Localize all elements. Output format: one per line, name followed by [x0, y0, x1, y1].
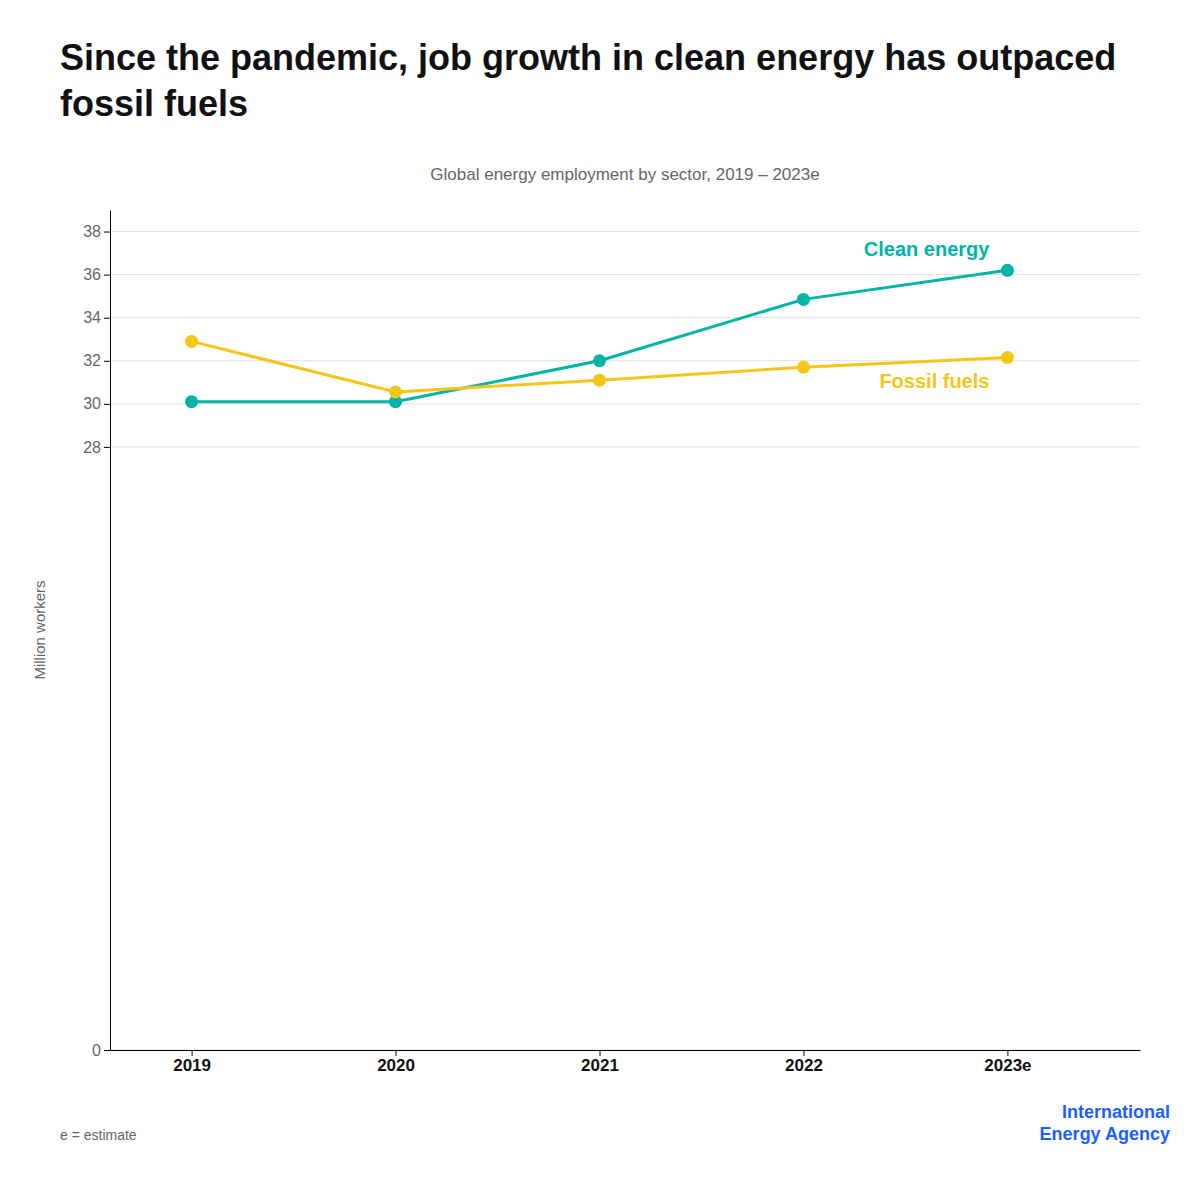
- y-axis: 0 28 30 32 34 36 38: [83, 211, 110, 1059]
- source-label: InternationalEnergy Agency: [1040, 1102, 1170, 1144]
- x-tick: 2019: [173, 1050, 211, 1075]
- y-axis-title: Million workers: [31, 580, 48, 679]
- x-tick-label: 2020: [377, 1056, 415, 1075]
- series-line: [192, 270, 1008, 401]
- y-tick-mark: [104, 447, 110, 448]
- x-tick: 2021: [581, 1050, 619, 1075]
- title-line: fossil fuels: [60, 83, 248, 124]
- background: [0, 0, 1200, 1200]
- x-tick: 2023e: [984, 1050, 1031, 1075]
- note: e = estimate: [60, 1127, 137, 1143]
- grid: [110, 232, 1140, 1050]
- title: Since the pandemic, job growth in clean …: [60, 37, 1126, 124]
- annotation-line: e = estimate: [60, 1127, 137, 1143]
- y-tick-mark: [104, 404, 110, 405]
- y-tick-label: 34: [83, 309, 101, 326]
- x-axis: 2019 2020 2021 2022 2023e: [111, 1050, 1141, 1075]
- y-tick: 30: [83, 395, 110, 412]
- y-tick-label: 0: [92, 1042, 101, 1059]
- point: [1001, 351, 1014, 364]
- chart-svg: Since the pandemic, job growth in clean …: [0, 0, 1200, 1200]
- y-tick-mark: [104, 275, 110, 276]
- series-label: Clean energy: [864, 238, 990, 260]
- x-axis-line: [111, 1050, 1141, 1051]
- y-tick-label: 30: [83, 395, 101, 412]
- grid-line: [110, 446, 1140, 447]
- plot-area: 2019 2020 2021 2022 2023e 0 28 30 32 34 36 38 Clean …: [83, 211, 1140, 1076]
- series-labels: Clean energy Fossil fuels: [864, 238, 990, 391]
- grid-line: [110, 1050, 1140, 1051]
- y-tick: 28: [83, 439, 110, 456]
- y-tick-mark: [104, 318, 110, 319]
- marker-group: [185, 264, 1014, 408]
- x-tick-label: 2019: [173, 1056, 211, 1075]
- point: [389, 386, 402, 399]
- title-line: Since the pandemic, job growth in clean …: [60, 37, 1126, 78]
- y-tick-label: 32: [83, 352, 101, 369]
- marker-group: [185, 335, 1014, 399]
- grid-line: [110, 231, 1140, 232]
- subtitle: Global energy employment by sector, 2019…: [430, 165, 819, 184]
- y-tick-mark: [104, 232, 110, 233]
- point: [593, 374, 606, 387]
- annotation-line: International: [1062, 1102, 1170, 1122]
- y-tick-label: 28: [83, 439, 101, 456]
- grid-line: [110, 317, 1140, 318]
- x-tick-label: 2023e: [984, 1056, 1031, 1075]
- annotation-line: Energy Agency: [1040, 1124, 1170, 1144]
- y-tick: 36: [83, 266, 110, 283]
- y-tick: 0: [92, 1042, 110, 1059]
- x-tick-label: 2021: [581, 1056, 619, 1075]
- y-tick: 32: [83, 352, 110, 369]
- y-tick: 38: [83, 223, 110, 240]
- y-tick-mark: [104, 1050, 110, 1051]
- series-line: [192, 341, 1008, 392]
- y-tick-label: 36: [83, 266, 101, 283]
- point: [1001, 264, 1014, 277]
- point: [593, 354, 606, 367]
- point: [185, 335, 198, 348]
- series-label: Fossil fuels: [879, 370, 989, 392]
- series-group: [185, 264, 1014, 408]
- point: [797, 361, 810, 374]
- y-axis-line: [110, 211, 111, 1051]
- y-tick-mark: [104, 361, 110, 362]
- x-tick: 2022: [785, 1050, 823, 1075]
- x-tick: 2020: [377, 1050, 415, 1075]
- y-tick-label: 38: [83, 223, 101, 240]
- x-tick-label: 2022: [785, 1056, 823, 1075]
- point: [797, 293, 810, 306]
- y-tick: 34: [83, 309, 110, 326]
- grid-line: [110, 403, 1140, 404]
- point: [185, 395, 198, 408]
